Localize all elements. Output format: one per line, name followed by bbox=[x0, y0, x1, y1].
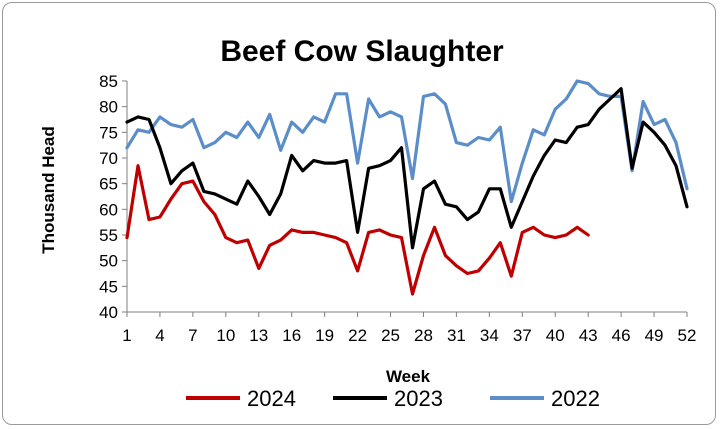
x-tick-label: 7 bbox=[188, 326, 197, 345]
x-tick-label: 4 bbox=[155, 326, 164, 345]
x-tick-label: 22 bbox=[348, 326, 367, 345]
series-lines bbox=[125, 79, 689, 296]
legend-label-2024: 2024 bbox=[247, 386, 296, 411]
legend: 2024 2023 2022 bbox=[186, 386, 600, 411]
y-tick-label: 55 bbox=[99, 226, 118, 245]
x-axis-title: Week bbox=[386, 367, 431, 386]
x-axis: 1 4 7 10 13 16 19 22 25 28 31 34 37 40 43 46 49 52 bbox=[122, 312, 696, 345]
x-tick-label: 52 bbox=[678, 326, 697, 345]
chart-title: Beef Cow Slaughter bbox=[220, 35, 504, 68]
y-tick-label: 65 bbox=[99, 175, 118, 194]
legend-label-2022: 2022 bbox=[551, 386, 600, 411]
y-tick-label: 70 bbox=[99, 149, 118, 168]
x-tick-label: 25 bbox=[381, 326, 400, 345]
x-tick-label: 43 bbox=[579, 326, 598, 345]
x-tick-label: 10 bbox=[216, 326, 235, 345]
legend-label-2023: 2023 bbox=[394, 386, 443, 411]
y-axis: 40 45 50 55 60 65 70 75 80 85 bbox=[99, 72, 127, 322]
y-axis-title: Thousand Head bbox=[39, 126, 58, 254]
x-tick-label: 13 bbox=[249, 326, 268, 345]
chart-frame: Beef Cow Slaughter 40 45 50 55 60 65 70 75 80 85 … bbox=[2, 2, 716, 425]
series-line-2024 bbox=[125, 164, 590, 296]
y-tick-label: 75 bbox=[99, 123, 118, 142]
y-tick-label: 45 bbox=[99, 277, 118, 296]
y-tick-label: 50 bbox=[99, 252, 118, 271]
x-tick-label: 40 bbox=[546, 326, 565, 345]
y-tick-label: 40 bbox=[99, 303, 118, 322]
x-tick-label: 16 bbox=[282, 326, 301, 345]
x-tick-label: 28 bbox=[414, 326, 433, 345]
x-tick-label: 46 bbox=[612, 326, 631, 345]
series-line-2023 bbox=[125, 87, 689, 250]
x-tick-label: 37 bbox=[513, 326, 532, 345]
beef-cow-slaughter-chart: Beef Cow Slaughter 40455055606570758085 … bbox=[39, 35, 696, 411]
x-tick-label: 19 bbox=[315, 326, 334, 345]
x-tick-label: 49 bbox=[645, 326, 664, 345]
y-tick-label: 60 bbox=[99, 200, 118, 219]
x-tick-label: 1 bbox=[122, 326, 131, 345]
x-tick-label: 34 bbox=[480, 326, 499, 345]
series-line-2022 bbox=[125, 79, 689, 204]
x-tick-label: 31 bbox=[447, 326, 466, 345]
y-tick-label: 85 bbox=[99, 72, 118, 91]
y-tick-label: 80 bbox=[99, 98, 118, 117]
